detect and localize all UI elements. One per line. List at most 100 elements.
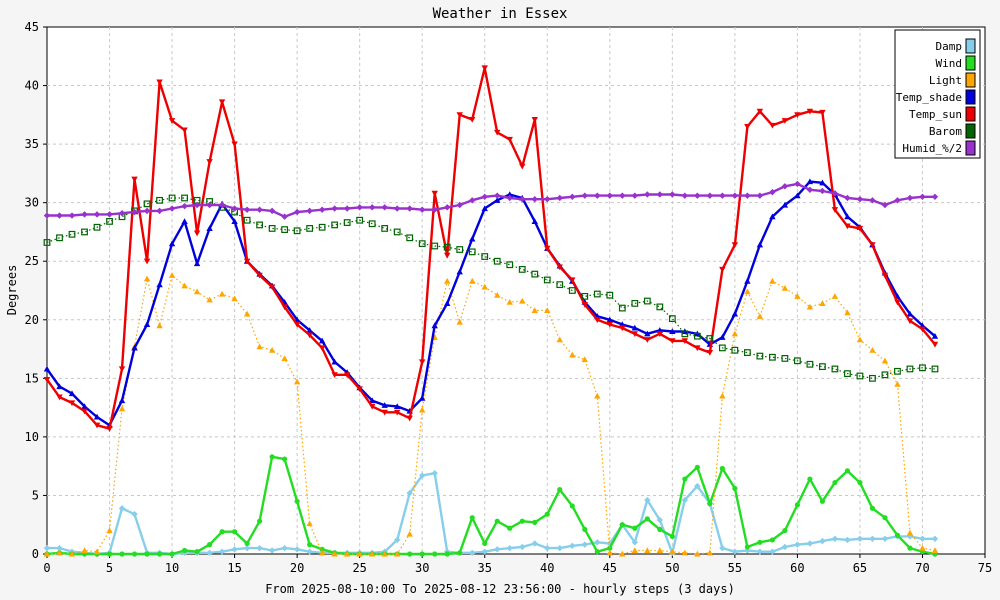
legend-label-humid-2: Humid_%/2 — [902, 142, 962, 155]
data-point-light — [481, 283, 488, 290]
data-point-wind — [744, 544, 750, 550]
data-point-wind — [569, 503, 575, 509]
data-point-temp-sun — [631, 331, 639, 338]
data-point-barom — [869, 374, 876, 382]
data-point-temp-sun — [81, 408, 88, 415]
y-tick-label: 30 — [25, 196, 39, 210]
series-light — [43, 272, 939, 557]
data-point-barom — [768, 353, 776, 361]
data-point-humid-2 — [118, 210, 126, 217]
legend-swatch-humid-2 — [965, 140, 976, 156]
series-line-temp-shade — [46, 180, 936, 427]
data-point-damp — [656, 516, 664, 524]
data-point-temp-shade — [168, 240, 176, 247]
grid-lines — [47, 27, 985, 554]
data-point-damp — [931, 535, 939, 542]
data-point-humid-2 — [669, 191, 676, 198]
data-point-barom — [456, 246, 464, 253]
data-point-humid-2 — [931, 193, 939, 201]
data-point-light — [168, 272, 176, 278]
data-point-light — [469, 277, 476, 284]
data-point-damp — [206, 549, 213, 557]
data-point-temp-shade — [306, 327, 313, 333]
data-point-light — [756, 313, 764, 319]
data-point-humid-2 — [281, 213, 288, 220]
data-point-light — [731, 330, 739, 337]
data-point-light — [419, 406, 426, 413]
legend-label-barom: Barom — [929, 125, 962, 138]
data-point-wind — [857, 479, 863, 486]
data-point-temp-sun — [243, 258, 251, 265]
data-point-temp-shade — [43, 365, 51, 372]
data-point-wind — [544, 511, 550, 517]
data-point-humid-2 — [894, 197, 901, 204]
data-point-temp-shade — [794, 192, 801, 199]
data-point-wind — [482, 540, 488, 547]
data-point-temp-sun — [869, 242, 876, 249]
x-tick-label: 15 — [227, 561, 241, 575]
x-tick-label: 45 — [603, 561, 617, 575]
data-point-light — [606, 549, 613, 556]
data-point-light — [318, 549, 326, 556]
data-point-humid-2 — [406, 205, 413, 212]
data-point-damp — [856, 535, 864, 542]
data-point-temp-shade — [494, 197, 501, 203]
data-point-temp-sun — [368, 403, 376, 410]
data-point-light — [831, 293, 839, 299]
data-point-humid-2 — [556, 194, 563, 202]
data-point-barom — [531, 270, 539, 278]
data-point-wind — [206, 542, 213, 548]
data-point-damp — [806, 540, 814, 547]
data-point-humid-2 — [694, 192, 701, 199]
data-point-temp-sun — [43, 376, 51, 383]
data-point-light — [156, 322, 163, 329]
data-point-humid-2 — [719, 192, 726, 199]
data-point-humid-2 — [243, 206, 251, 213]
y-tick-label: 40 — [25, 79, 39, 93]
data-point-wind — [432, 551, 438, 557]
data-point-damp — [731, 548, 739, 555]
data-point-wind — [106, 551, 113, 557]
data-point-barom — [793, 357, 801, 365]
y-axis-ticks: 0 5 10 15 20 25 30 35 40 45 — [25, 20, 47, 561]
data-point-damp — [293, 546, 301, 553]
y-axis-label: Degrees — [5, 265, 19, 316]
data-point-wind — [644, 516, 650, 522]
data-point-wind — [219, 529, 225, 535]
data-point-damp — [131, 510, 138, 518]
data-point-barom — [856, 372, 864, 380]
data-point-temp-shade — [93, 413, 101, 420]
data-point-barom — [106, 218, 113, 225]
data-point-wind — [494, 518, 500, 524]
data-point-wind — [607, 545, 613, 551]
data-point-temp-sun — [56, 394, 63, 401]
data-point-humid-2 — [594, 192, 601, 199]
data-point-wind — [819, 498, 826, 504]
data-point-humid-2 — [619, 192, 626, 199]
data-point-barom — [281, 226, 289, 234]
data-point-temp-sun — [343, 372, 351, 379]
data-point-light — [544, 307, 551, 313]
data-point-barom — [268, 225, 276, 232]
data-point-damp — [306, 548, 313, 555]
data-point-temp-shade — [469, 235, 476, 242]
data-point-barom — [406, 234, 414, 242]
legend-swatch-light — [965, 72, 976, 88]
y-tick-label: 20 — [25, 313, 39, 327]
data-point-humid-2 — [756, 192, 764, 199]
data-point-light — [869, 347, 876, 353]
data-point-humid-2 — [368, 204, 376, 211]
data-point-temp-sun — [93, 422, 101, 429]
data-point-barom — [468, 248, 476, 256]
x-tick-label: 70 — [915, 561, 929, 575]
data-point-temp-shade — [631, 324, 639, 331]
data-point-temp-sun — [419, 359, 426, 366]
data-point-damp — [231, 546, 238, 553]
data-point-damp — [506, 544, 513, 552]
data-point-damp — [544, 544, 551, 552]
data-point-wind — [144, 551, 150, 557]
data-point-temp-sun — [656, 331, 664, 338]
data-point-light — [206, 296, 213, 303]
data-point-temp-sun — [719, 266, 726, 273]
data-point-humid-2 — [143, 207, 151, 215]
